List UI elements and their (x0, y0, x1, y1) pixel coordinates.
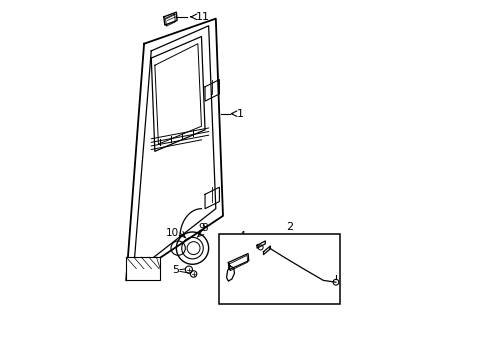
Bar (126, 257, 160, 280)
Text: 3: 3 (231, 276, 238, 286)
Text: 9: 9 (198, 224, 204, 233)
Text: 7: 7 (296, 284, 303, 294)
Text: 4: 4 (238, 231, 245, 241)
Text: 11: 11 (195, 12, 209, 22)
Text: 6: 6 (277, 245, 284, 255)
Text: 2: 2 (286, 222, 293, 232)
Text: 8: 8 (201, 224, 207, 233)
Bar (219, 234, 339, 304)
Text: 10: 10 (166, 228, 179, 238)
Text: 5: 5 (172, 265, 179, 275)
Text: 1: 1 (236, 109, 243, 119)
